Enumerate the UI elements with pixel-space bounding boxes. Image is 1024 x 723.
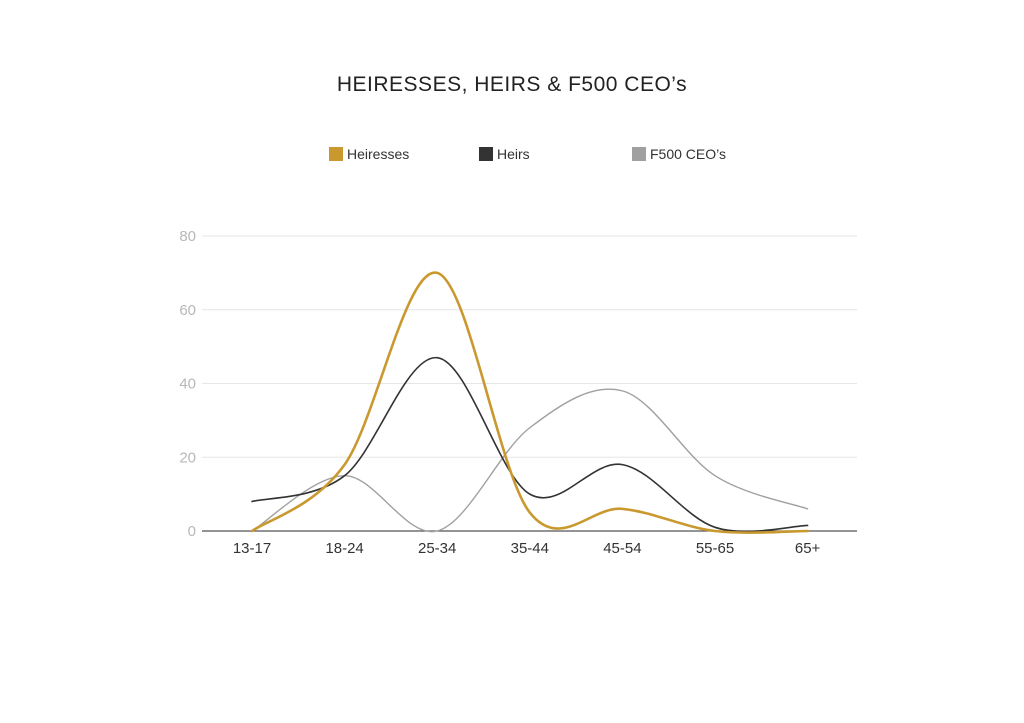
y-axis: 0 20 40 60 80 — [179, 228, 196, 540]
y-tick-label: 60 — [179, 302, 196, 319]
x-tick-label: 65+ — [795, 540, 821, 557]
grid — [202, 235, 857, 532]
legend-item: Heirs — [479, 146, 530, 162]
series-lines — [250, 271, 809, 534]
y-tick-label: 80 — [179, 228, 196, 245]
y-tick-label: 20 — [179, 449, 196, 466]
y-tick-label: 0 — [188, 523, 196, 540]
y-tick-label: 40 — [179, 376, 196, 393]
legend-swatch — [479, 147, 493, 161]
legend-label: Heirs — [497, 146, 530, 162]
x-tick-label: 45-54 — [603, 540, 641, 557]
legend-item: F500 CEO’s — [632, 146, 726, 162]
legend: Heiresses Heirs F500 CEO’s — [329, 146, 726, 162]
x-tick-label: 25-34 — [418, 540, 456, 557]
x-tick-label: 35-44 — [511, 540, 549, 557]
legend-item: Heiresses — [329, 146, 409, 162]
legend-label: F500 CEO’s — [650, 146, 726, 162]
series-line-2 — [251, 388, 809, 533]
x-tick-label: 13-17 — [233, 540, 271, 557]
chart-title: HEIRESSES, HEIRS & F500 CEO’s — [337, 73, 687, 96]
x-tick-label: 18-24 — [325, 540, 363, 557]
x-tick-label: 55-65 — [696, 540, 734, 557]
x-axis: 13-17 18-24 25-34 35-44 45-54 55-65 65+ — [233, 540, 821, 557]
series-line-0 — [250, 271, 809, 534]
legend-swatch — [329, 147, 343, 161]
legend-swatch — [632, 147, 646, 161]
series-line-1 — [251, 356, 809, 533]
legend-label: Heiresses — [347, 146, 409, 162]
